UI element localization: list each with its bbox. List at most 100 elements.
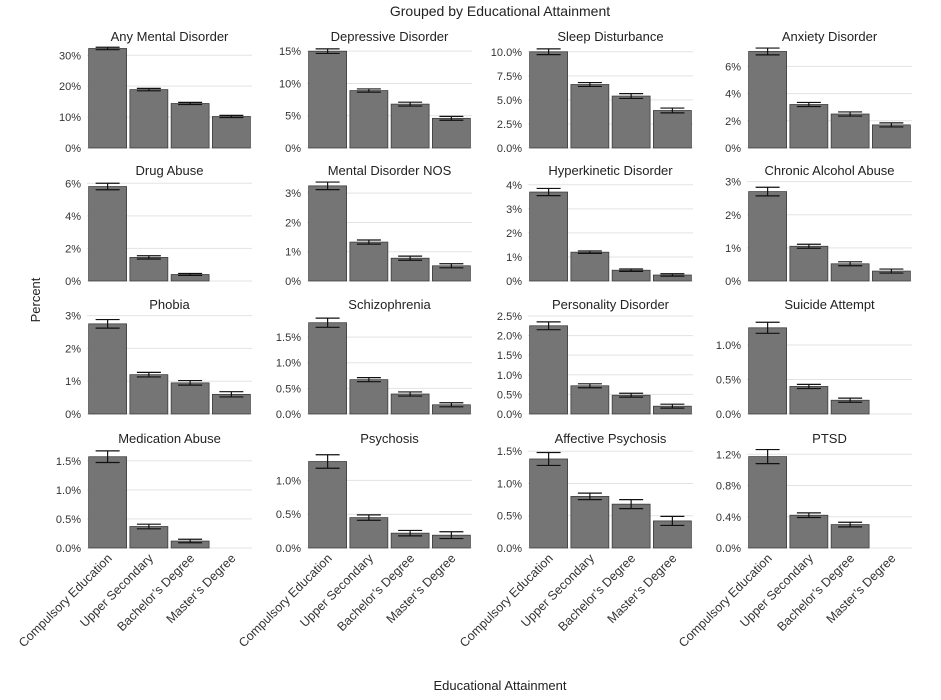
bar: [349, 517, 389, 549]
y-tick-label: 0%: [65, 143, 81, 155]
panel: Mental Disorder NOS 0% 1% 2% 3%: [285, 163, 472, 288]
y-tick-label: 7.5%: [497, 71, 522, 83]
error-bar: [838, 111, 863, 117]
y-tick-label: 1.5%: [276, 332, 301, 344]
y-tick-label: 1.5%: [56, 456, 81, 468]
panel-title: Suicide Attempt: [784, 297, 875, 312]
bar: [349, 241, 389, 282]
y-tick-label: 2%: [285, 217, 301, 229]
x-axis-label: Educational Attainment: [434, 678, 567, 693]
error-bar: [536, 451, 561, 467]
bar: [748, 327, 787, 415]
bar: [308, 50, 347, 149]
bar: [748, 456, 787, 549]
y-tick-label: 1.5%: [497, 446, 522, 458]
error-bar: [219, 114, 244, 119]
error-bar: [95, 450, 120, 464]
error-bar: [439, 402, 464, 408]
panel-title: Mental Disorder NOS: [328, 163, 452, 178]
y-tick-label: 0.0%: [497, 409, 522, 421]
panel: Personality Disorder 0.0% 0.5% 1.0% 1.5% 2.0%…: [497, 297, 693, 421]
error-bar: [439, 531, 464, 540]
panel: Any Mental Disorder 0% 10% 20% 30%: [59, 29, 252, 155]
error-bar: [356, 514, 381, 521]
y-tick-label: 0%: [725, 276, 741, 288]
error-bar: [619, 268, 644, 272]
error-bar: [95, 182, 120, 191]
facet-panels: Any Mental Disorder 0% 10% 20% 30% Depressive…: [16, 29, 912, 650]
y-tick-label: 2%: [725, 210, 741, 222]
bar: [390, 393, 430, 415]
panel: Sleep Disturbance 0.0% 2.5% 5.0% 7.5% 10.0%: [491, 29, 693, 155]
bar: [872, 124, 911, 149]
x-tick-label: Bachelor’s Degree: [334, 551, 417, 634]
bar: [529, 325, 568, 415]
error-bar: [439, 263, 464, 269]
y-axis-label: Percent: [28, 277, 43, 322]
y-tick-label: 10%: [59, 112, 81, 124]
bar: [129, 257, 169, 282]
error-bar: [95, 318, 120, 329]
error-bar: [356, 376, 381, 383]
panel: Phobia 0% 1% 2% 3%: [65, 297, 252, 421]
bar: [611, 394, 651, 415]
y-tick-label: 1.5%: [497, 350, 522, 362]
y-tick-label: 3%: [725, 177, 741, 189]
y-tick-label: 20%: [59, 81, 81, 93]
error-bar: [755, 448, 780, 465]
y-tick-label: 0.0%: [276, 409, 301, 421]
bar: [789, 386, 829, 415]
panel: Depressive Disorder 0% 5% 10% 15%: [279, 29, 472, 155]
y-tick-label: 0.5%: [276, 383, 301, 395]
y-tick-label: 2.5%: [497, 119, 522, 131]
error-bar: [315, 454, 340, 469]
y-tick-label: 1%: [65, 376, 81, 388]
y-tick-label: 1.2%: [716, 449, 741, 461]
error-bar: [536, 321, 561, 331]
panel-title: Schizophrenia: [348, 297, 431, 312]
error-bar: [755, 186, 780, 197]
error-bar: [577, 383, 602, 389]
error-bar: [398, 255, 423, 261]
y-tick-label: 0.0%: [716, 409, 741, 421]
bar: [390, 103, 430, 149]
y-tick-label: 2%: [65, 243, 81, 255]
bar: [830, 113, 870, 149]
y-tick-label: 10%: [279, 78, 301, 90]
figure-title: Grouped by Educational Attainment: [390, 3, 610, 19]
error-bar: [315, 317, 340, 328]
y-tick-label: 10.0%: [491, 47, 522, 59]
error-bar: [136, 87, 161, 92]
error-bar: [136, 523, 161, 530]
y-tick-label: 2.0%: [497, 331, 522, 343]
panel-title: Anxiety Disorder: [782, 29, 878, 44]
y-tick-label: 2%: [65, 343, 81, 355]
y-tick-label: 0%: [65, 409, 81, 421]
y-tick-label: 2.5%: [497, 311, 522, 323]
y-tick-label: 0.0%: [56, 543, 81, 555]
y-tick-label: 1%: [506, 252, 522, 264]
bar: [308, 461, 347, 549]
bar: [748, 191, 787, 282]
y-tick-label: 4%: [725, 89, 741, 101]
panel-title: Drug Abuse: [136, 163, 204, 178]
y-tick-label: 1%: [285, 247, 301, 259]
panel-title: Medication Abuse: [118, 431, 221, 446]
error-bar: [356, 88, 381, 93]
y-tick-label: 30%: [59, 50, 81, 62]
y-tick-label: 0%: [285, 276, 301, 288]
panel: Chronic Alcohol Abuse 0% 1% 2% 3%: [725, 163, 912, 288]
y-tick-label: 0%: [725, 143, 741, 155]
x-tick-label: Upper Secondary: [297, 551, 376, 630]
error-bar: [879, 122, 904, 128]
panel: Drug Abuse 0% 2% 4% 6%: [65, 163, 252, 288]
y-tick-label: 1.0%: [716, 340, 741, 352]
bar: [308, 185, 347, 282]
bar: [789, 514, 829, 549]
error-bar: [879, 268, 904, 274]
bar: [88, 186, 127, 282]
error-bar: [838, 521, 863, 528]
y-tick-label: 0.0%: [276, 543, 301, 555]
